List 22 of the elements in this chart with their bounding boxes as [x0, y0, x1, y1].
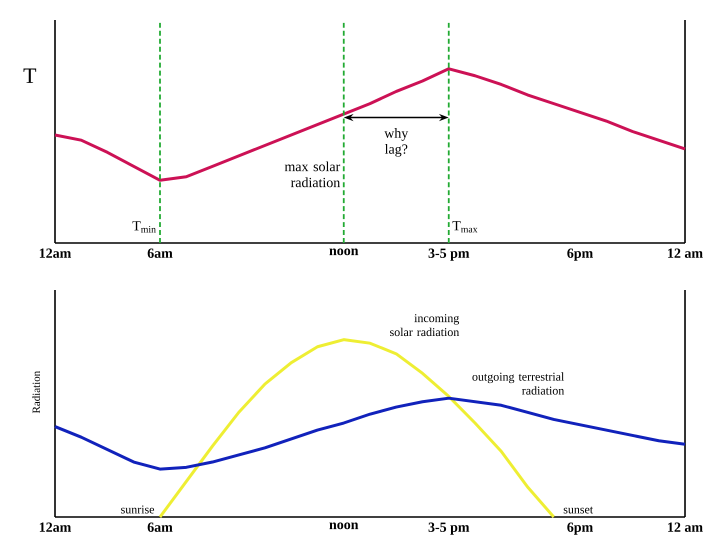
- ref-line-label: max solar radiation: [284, 161, 340, 188]
- annotation: sunset: [564, 506, 594, 514]
- y-axis-title: T: [24, 68, 36, 83]
- ref-line-label: T$_{min}$: [132, 221, 156, 233]
- x-tick-label: 3-5 pm: [428, 522, 470, 535]
- x-tick-label: noon: [329, 522, 358, 530]
- x-tick-label: 12 am: [668, 248, 703, 258]
- series-label: outgoing terrestrial radiation: [472, 372, 564, 395]
- series-label: incoming solar radiation: [390, 314, 460, 336]
- x-tick-label: 12am: [40, 522, 72, 532]
- annotation: why lag?: [384, 128, 408, 157]
- x-tick-label: 12am: [40, 248, 72, 258]
- x-tick-label: 6pm: [567, 248, 593, 261]
- ref-line-label: T$_{max}$: [452, 221, 478, 233]
- x-tick-label: 6am: [148, 522, 173, 532]
- x-tick-label: 3-5 pm: [428, 248, 470, 261]
- annotation: sunrise: [121, 505, 154, 514]
- x-tick-label: 6am: [148, 248, 173, 258]
- x-tick-label: 6pm: [567, 522, 593, 535]
- y-axis-title: Radiation: [32, 371, 40, 414]
- x-tick-label: 12 am: [668, 522, 703, 532]
- x-tick-label: noon: [329, 248, 358, 256]
